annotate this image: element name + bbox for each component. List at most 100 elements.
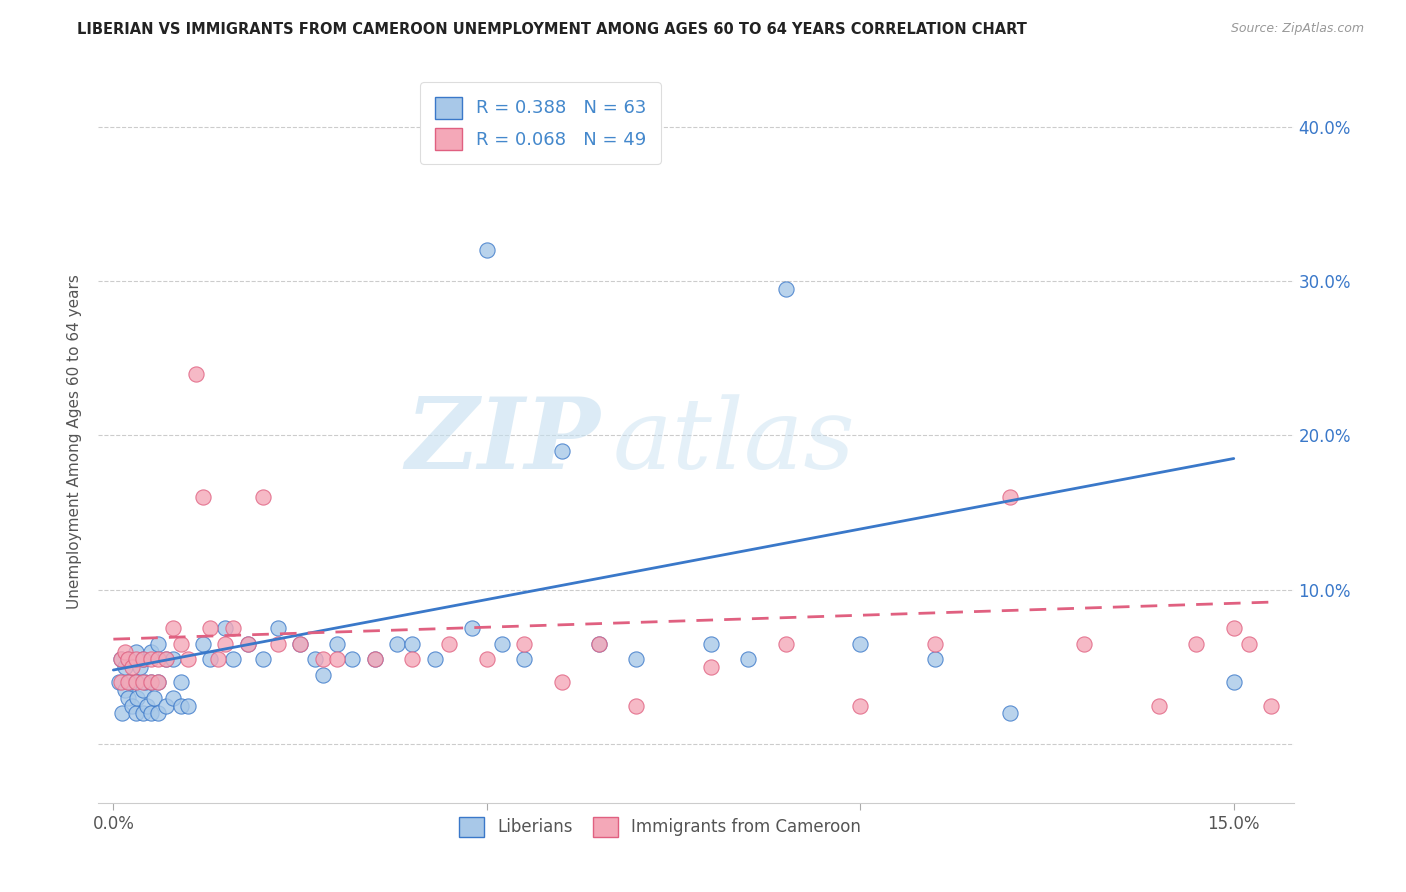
Point [191, 637, 214, 651]
Point [998, 706, 1021, 721]
Point [267, 637, 290, 651]
Point [128, 660, 150, 674]
Point [401, 637, 423, 651]
Point [1073, 637, 1095, 651]
Point [114, 660, 136, 674]
Point [626, 698, 648, 713]
Point [550, 443, 572, 458]
Point [1185, 637, 1208, 651]
Point [475, 652, 498, 666]
Point [139, 706, 162, 721]
Point [125, 644, 148, 658]
Point [342, 652, 364, 666]
Point [222, 652, 245, 666]
Point [121, 698, 143, 713]
Point [626, 652, 648, 666]
Point [139, 652, 162, 666]
Point [148, 675, 170, 690]
Text: atlas: atlas [613, 394, 855, 489]
Point [1237, 637, 1260, 651]
Point [423, 652, 446, 666]
Point [475, 243, 498, 257]
Point [177, 698, 200, 713]
Point [139, 644, 162, 658]
Point [114, 644, 136, 658]
Point [252, 652, 274, 666]
Point [125, 675, 148, 690]
Point [148, 706, 170, 721]
Point [169, 637, 191, 651]
Point [148, 675, 170, 690]
Point [326, 652, 349, 666]
Legend: Liberians, Immigrants from Cameroon: Liberians, Immigrants from Cameroon [447, 805, 873, 848]
Point [491, 637, 513, 651]
Point [849, 637, 872, 651]
Point [737, 652, 759, 666]
Point [110, 652, 132, 666]
Text: Source: ZipAtlas.com: Source: ZipAtlas.com [1230, 22, 1364, 36]
Point [125, 706, 148, 721]
Point [775, 282, 797, 296]
Point [222, 621, 245, 635]
Point [136, 698, 159, 713]
Point [162, 621, 184, 635]
Point [162, 652, 184, 666]
Point [155, 652, 177, 666]
Point [252, 490, 274, 504]
Point [111, 706, 134, 721]
Point [132, 683, 155, 698]
Text: ZIP: ZIP [405, 393, 600, 490]
Point [200, 621, 222, 635]
Point [125, 652, 148, 666]
Point [134, 675, 156, 690]
Point [155, 652, 177, 666]
Point [139, 675, 162, 690]
Point [143, 690, 166, 705]
Point [849, 698, 872, 713]
Point [288, 637, 311, 651]
Point [184, 367, 207, 381]
Point [155, 698, 177, 713]
Point [191, 490, 214, 504]
Point [1223, 675, 1246, 690]
Point [121, 660, 143, 674]
Point [311, 652, 333, 666]
Point [214, 621, 236, 635]
Point [236, 637, 259, 651]
Point [207, 652, 229, 666]
Point [513, 652, 536, 666]
Point [998, 490, 1021, 504]
Point [550, 675, 572, 690]
Point [177, 652, 200, 666]
Point [118, 675, 141, 690]
Point [169, 698, 191, 713]
Point [108, 675, 131, 690]
Point [114, 683, 136, 698]
Point [1147, 698, 1170, 713]
Point [775, 637, 797, 651]
Point [311, 667, 333, 681]
Point [148, 652, 170, 666]
Point [588, 637, 610, 651]
Point [148, 637, 170, 651]
Point [117, 690, 139, 705]
Point [169, 675, 191, 690]
Point [924, 652, 946, 666]
Point [110, 675, 132, 690]
Point [132, 706, 155, 721]
Point [125, 675, 148, 690]
Point [117, 652, 139, 666]
Point [1223, 621, 1246, 635]
Point [214, 637, 236, 651]
Point [924, 637, 946, 651]
Point [439, 637, 461, 651]
Point [700, 660, 723, 674]
Point [700, 637, 723, 651]
Y-axis label: Unemployment Among Ages 60 to 64 years: Unemployment Among Ages 60 to 64 years [67, 274, 83, 609]
Text: LIBERIAN VS IMMIGRANTS FROM CAMEROON UNEMPLOYMENT AMONG AGES 60 TO 64 YEARS CORR: LIBERIAN VS IMMIGRANTS FROM CAMEROON UNE… [77, 22, 1028, 37]
Point [364, 652, 387, 666]
Point [236, 637, 259, 651]
Point [127, 690, 149, 705]
Point [288, 637, 311, 651]
Point [139, 675, 162, 690]
